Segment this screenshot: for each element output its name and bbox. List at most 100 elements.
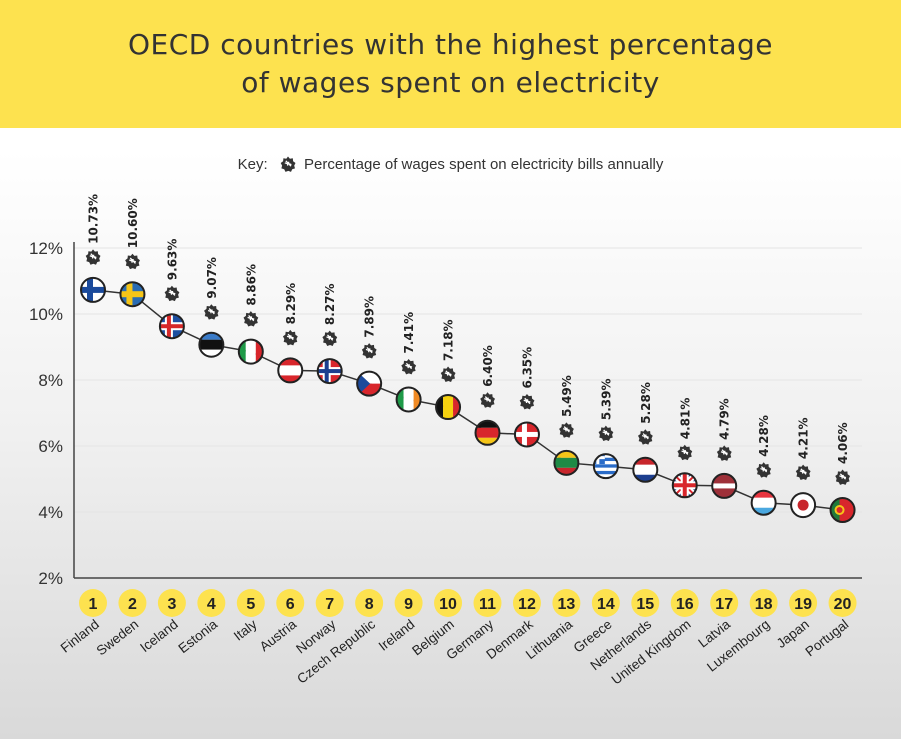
marker-outline	[277, 357, 304, 384]
icon-glyph	[444, 370, 452, 377]
rank-number: 4	[207, 596, 216, 613]
data-label: 4.21%	[797, 417, 811, 459]
marker-outline	[711, 472, 738, 499]
flag-estonia-marker	[198, 331, 225, 358]
x-tick-label: Italy	[231, 616, 260, 643]
rank-circle	[394, 589, 423, 617]
flag-portugal	[830, 498, 855, 523]
rank-badge: 4	[197, 589, 226, 617]
x-tick-label: Iceland	[137, 617, 181, 656]
flag-part	[633, 457, 658, 465]
icon-glyph	[326, 334, 334, 341]
flag-norway-marker	[316, 358, 343, 385]
flag-sweden-marker	[119, 281, 146, 308]
value-electricity-icon	[401, 358, 417, 375]
flag-part	[278, 365, 303, 376]
rank-circle	[710, 589, 739, 617]
flag-denmark	[514, 422, 539, 447]
value-electricity-icon	[164, 285, 180, 302]
flag-czech-republic-marker	[356, 370, 383, 397]
marker-outline	[592, 453, 619, 480]
icon-glyph	[562, 426, 571, 433]
rank-badge: 3	[157, 589, 186, 617]
flag-part	[554, 457, 579, 468]
data-label: 5.28%	[639, 382, 653, 424]
data-label: 9.63%	[165, 239, 179, 281]
rank-circle	[236, 589, 265, 617]
flag-part	[245, 339, 256, 364]
icon-glyph	[681, 448, 689, 455]
rank-badge: 1	[79, 589, 107, 617]
flag-part	[255, 339, 263, 364]
flag-part	[554, 467, 579, 475]
key-description: Percentage of wages spent on electricity…	[303, 156, 664, 173]
rank-number: 5	[246, 596, 255, 613]
marker-outline	[474, 419, 501, 446]
rank-number: 14	[597, 596, 615, 613]
rank-badge: 18	[749, 589, 778, 617]
y-tick-label: 2%	[38, 569, 63, 588]
flag-czech-republic	[357, 371, 382, 396]
icon-glyph	[129, 257, 137, 264]
icon-glyph	[89, 253, 97, 260]
rank-circle	[670, 589, 699, 617]
icon-glyph	[839, 473, 847, 480]
marker-outline	[356, 370, 383, 397]
rank-number: 18	[755, 596, 773, 613]
flag-part	[554, 450, 579, 458]
icon-glyph	[484, 396, 492, 403]
marker-outline	[632, 456, 659, 483]
rank-badge: 16	[670, 589, 699, 617]
data-label: 6.40%	[481, 345, 495, 387]
value-electricity-icon	[795, 464, 811, 480]
flag-sweden	[120, 282, 145, 307]
rank-circle	[79, 589, 107, 617]
x-tick-label: Sweden	[94, 617, 142, 659]
rank-badge: 7	[315, 589, 344, 617]
rank-number: 7	[325, 596, 334, 613]
value-electricity-icon	[677, 444, 693, 461]
rank-circle	[355, 589, 384, 617]
flag-belgium	[436, 395, 461, 420]
value-electricity-icon	[282, 329, 298, 346]
flag-belgium-marker	[435, 394, 462, 421]
rank-circle	[118, 589, 147, 617]
x-axis-layer: 1Finland2Sweden3Iceland4Estonia5Italy6Au…	[58, 589, 857, 688]
electricity-symbol-icon	[280, 156, 296, 172]
flag-japan	[791, 493, 816, 518]
rank-badge: 10	[434, 589, 463, 617]
flag-netherlands	[633, 457, 658, 482]
flag-part	[596, 454, 600, 465]
flag-part	[593, 464, 618, 468]
marker-outline	[829, 497, 856, 524]
rank-badge: 5	[236, 589, 265, 617]
value-electricity-icon	[125, 253, 140, 270]
data-label: 10.73%	[87, 194, 101, 244]
flag-part	[159, 324, 184, 329]
data-label: 10.60%	[126, 198, 140, 248]
flag-latvia	[712, 473, 737, 498]
flag-finland-marker	[80, 276, 106, 303]
marker-outline	[435, 394, 462, 421]
rank-number: 12	[518, 596, 536, 613]
rank-circle	[276, 589, 305, 617]
value-electricity-icon	[85, 249, 101, 265]
chart-title-line-1: OECD countries with the highest percenta…	[127, 28, 774, 61]
flag-iceland-marker	[158, 313, 185, 340]
key-label: Key:	[237, 156, 268, 173]
rank-number: 13	[558, 596, 576, 613]
rank-badge: 20	[828, 589, 857, 617]
rank-number: 1	[89, 596, 98, 613]
data-label: 8.27%	[323, 283, 337, 325]
rank-number: 16	[676, 596, 694, 613]
flag-united-kingdom	[672, 473, 697, 498]
value-electricity-icon	[204, 304, 219, 320]
data-label: 8.29%	[284, 283, 298, 325]
rank-badge: 15	[631, 589, 660, 617]
flag-part	[633, 464, 658, 475]
icon-glyph	[207, 308, 215, 315]
flag-norway	[317, 359, 342, 384]
marker-outline	[395, 386, 422, 413]
marker-outline	[750, 489, 777, 516]
data-label: 8.86%	[244, 264, 258, 306]
